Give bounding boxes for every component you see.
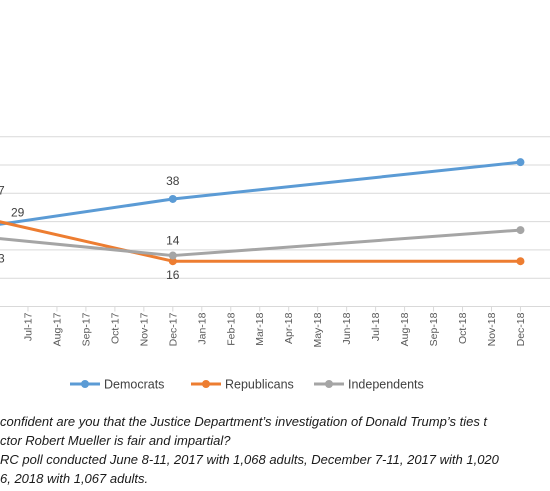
x-tick-label: Feb-18: [225, 312, 237, 345]
series-line-republicans: [0, 220, 522, 263]
x-tick-label: Oct-17: [109, 312, 121, 344]
legend-label: Democrats: [104, 378, 164, 392]
data-point-democrats: [516, 158, 525, 167]
x-tick-label: Nov-17: [138, 312, 150, 346]
line-chart: Jul-17 Aug-17 Sep-17 Oct-17 Nov-17 Dec-17 Jan-…: [0, 136, 550, 392]
x-tick-label: Dec-18: [515, 312, 527, 346]
x-tick-label: Sep-18: [428, 312, 440, 346]
data-point-republicans: [516, 257, 525, 266]
x-tick-label: Sep-17: [80, 312, 92, 346]
caption-line-4: 6, 2018 with 1,067 adults.: [0, 471, 149, 486]
x-tick-label: Aug-17: [51, 312, 63, 346]
data-point-independents: [168, 251, 177, 260]
gridlines: [0, 136, 550, 307]
data-label-independents: 3: [0, 252, 5, 266]
data-point-independents: [516, 226, 525, 235]
x-tick-label: Oct-18: [457, 312, 469, 344]
x-tick-label: Apr-18: [283, 312, 295, 344]
x-tick-label: Mar-18: [254, 312, 266, 345]
legend-label: Republicans: [225, 378, 294, 392]
series-line-independents: [0, 228, 522, 258]
series-lines: [0, 158, 525, 266]
x-tick-label: Jul-18: [370, 312, 382, 341]
data-label-democrats: 38: [166, 174, 180, 188]
x-tick-label: Jun-18: [341, 312, 353, 344]
x-tick-label: May-18: [312, 312, 324, 347]
data-point-democrats: [168, 194, 177, 203]
x-axis-ticks: Jul-17 Aug-17 Sep-17 Oct-17 Nov-17 Dec-17 Jan-…: [22, 306, 527, 348]
x-tick-label: Dec-17: [167, 312, 179, 346]
legend-swatch-marker: [81, 380, 89, 388]
data-label-republicans: 7: [0, 184, 5, 198]
legend-label: Independents: [348, 378, 424, 392]
x-tick-label: Jan-18: [196, 312, 208, 344]
legend-swatch-marker: [325, 380, 333, 388]
caption-line-1: confident are you that the Justice Depar…: [0, 414, 488, 429]
data-label-independents: 14: [166, 234, 180, 248]
legend-swatch-marker: [202, 380, 210, 388]
caption-line-2: ctor Robert Mueller is fair and impartia…: [0, 433, 231, 448]
caption-line-3: RC poll conducted June 8-11, 2017 with 1…: [0, 452, 499, 467]
data-labels: 29 38 7 16 3 14: [0, 174, 180, 282]
data-point-republicans: [168, 257, 177, 266]
data-label-democrats: 29: [11, 205, 25, 219]
x-tick-label: Aug-18: [399, 312, 411, 346]
data-label-republicans: 16: [166, 268, 180, 282]
x-tick-label: Jul-17: [22, 312, 34, 341]
x-tick-label: Nov-18: [486, 312, 498, 346]
legend: Democrats Republicans Independents: [70, 378, 424, 392]
